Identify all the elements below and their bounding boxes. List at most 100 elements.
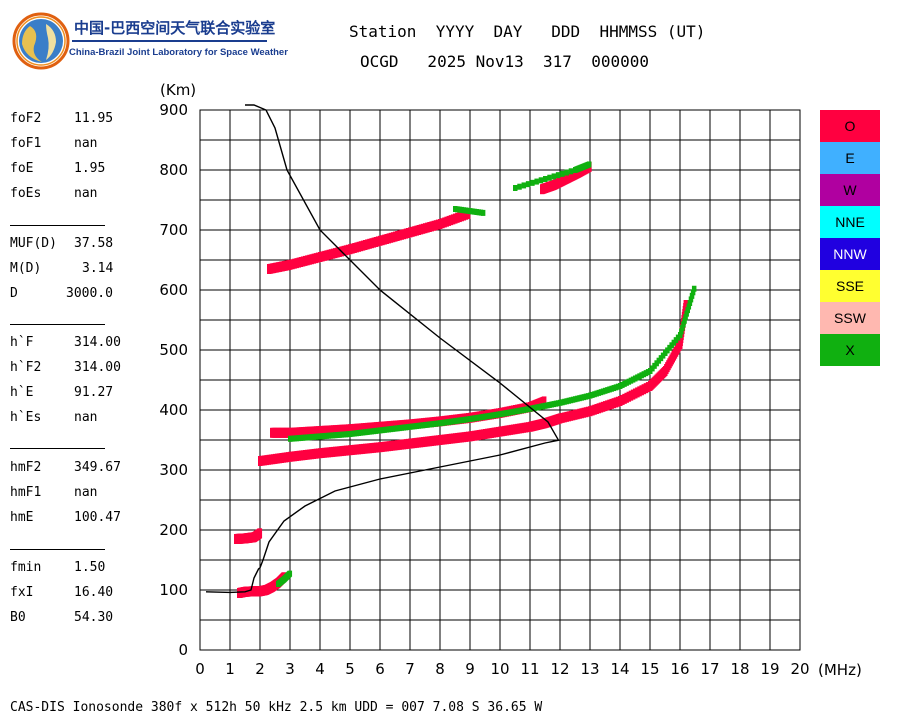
param-label: hmE: [10, 510, 34, 525]
param-label: foF1: [10, 136, 42, 151]
y-tick-label: 100: [159, 581, 188, 599]
y-tick-label: 400: [159, 401, 188, 419]
param-label: foE: [10, 161, 34, 176]
y-tick-label: 900: [159, 101, 188, 119]
echo-point-x: [691, 285, 697, 292]
x-tick-label: 19: [760, 660, 779, 678]
globe-logo-icon: [12, 12, 70, 70]
x-tick-label: 6: [375, 660, 385, 678]
param-label: fxI: [10, 585, 34, 600]
echo-point-x: [547, 174, 552, 181]
chart-tick-labels: 0 1 2 3 4 5 6 7 8 9 10 11 12 13 14 15 16 17 18 19 2001002003…: [159, 101, 809, 678]
x-tick-label: 3: [285, 660, 295, 678]
param-value: nan: [74, 186, 98, 201]
legend-item-x: X: [820, 334, 880, 366]
x-tick-label: 7: [405, 660, 415, 678]
param-label: hmF2: [10, 460, 42, 475]
echo-point-x: [690, 289, 696, 296]
param-value: 3.14: [82, 261, 114, 276]
electron-density-profile-line: [205, 104, 560, 594]
x-tick-label: 16: [670, 660, 689, 678]
legend-item-w: W: [820, 174, 880, 206]
legend-item-e: E: [820, 142, 880, 174]
echo-point-x: [686, 303, 692, 310]
param-value: 100.47: [74, 510, 121, 525]
echo-point-x: [287, 570, 293, 577]
param-label: h`Es: [10, 410, 42, 425]
param-label: h`E: [10, 385, 34, 400]
y-tick-label: 500: [159, 341, 188, 359]
param-value: 314.00: [74, 360, 121, 375]
chart-echo-points: [234, 161, 697, 598]
echo-point-x: [689, 292, 695, 299]
param-value: 54.30: [74, 610, 114, 625]
legend-item-ssw: SSW: [820, 302, 880, 334]
x-tick-label: 0: [195, 660, 205, 678]
param-separator: [10, 448, 105, 449]
lab-logo: [12, 12, 272, 70]
echo-point-x: [555, 172, 561, 179]
echo-point-x: [530, 179, 535, 186]
param-value: 349.67: [74, 460, 121, 475]
x-tick-label: 10: [490, 660, 509, 678]
param-value: 1.95: [74, 161, 106, 176]
param-value: 314.00: [74, 335, 121, 350]
echo-point-x: [525, 181, 531, 188]
echo-point-x: [480, 209, 486, 216]
echo-point-x: [684, 310, 689, 317]
param-label: M(D): [10, 261, 42, 276]
echo-point-x: [687, 299, 693, 306]
param-value: 1.50: [74, 560, 106, 575]
y-tick-label: 800: [159, 161, 188, 179]
param-separator: [10, 549, 105, 550]
param-label: D: [10, 286, 18, 301]
x-tick-label: 4: [315, 660, 325, 678]
logo-divider: [72, 40, 267, 42]
echo-point-o: [683, 300, 689, 310]
echo-point-x: [564, 169, 569, 176]
legend-item-sse: SSE: [820, 270, 880, 302]
legend-item-o: O: [820, 110, 880, 142]
x-tick-label: 8: [435, 660, 445, 678]
lab-name-chinese: 中国-巴西空间天气联合实验室: [74, 19, 276, 37]
y-tick-label: 300: [159, 461, 188, 479]
echo-point-x: [538, 177, 544, 184]
x-tick-label: 5: [345, 660, 355, 678]
x-tick-label: 2: [255, 660, 265, 678]
echo-point-x: [543, 176, 548, 182]
echo-point-x: [521, 182, 527, 189]
param-value: 37.58: [74, 236, 114, 251]
y-axis-label: (Km): [160, 81, 196, 99]
header-columns: Station YYYY DAY DDD HHMMSS (UT): [349, 22, 706, 41]
echo-point-x: [682, 317, 687, 324]
x-tick-label: 11: [520, 660, 539, 678]
x-tick-label: 15: [640, 660, 659, 678]
echo-point-x: [680, 324, 685, 331]
param-label: MUF(D): [10, 236, 57, 251]
echo-point-o: [257, 528, 263, 539]
x-tick-label: 17: [700, 660, 719, 678]
header-values: OCGD 2025 Nov13 317 000000: [360, 52, 649, 71]
chart-grid: [199, 109, 801, 651]
param-label: B0: [10, 610, 26, 625]
y-tick-label: 200: [159, 521, 188, 539]
param-label: fmin: [10, 560, 42, 575]
y-tick-label: 600: [159, 281, 188, 299]
echo-point-x: [679, 328, 684, 335]
echo-point-x: [688, 296, 694, 303]
param-value: 11.95: [74, 111, 114, 126]
y-tick-label: 700: [159, 221, 188, 239]
x-tick-label: 14: [610, 660, 629, 678]
echo-point-x: [513, 185, 518, 191]
x-tick-label: 12: [550, 660, 569, 678]
legend-item-nne: NNE: [820, 206, 880, 238]
echo-point-x: [560, 170, 565, 177]
param-value: 91.27: [74, 385, 114, 400]
x-tick-label: 13: [580, 660, 599, 678]
x-tick-label: 20: [790, 660, 809, 678]
param-value: 3000.0: [66, 286, 113, 301]
y-tick-label: 0: [178, 641, 188, 659]
param-separator: [10, 324, 105, 325]
x-tick-label: 18: [730, 660, 749, 678]
